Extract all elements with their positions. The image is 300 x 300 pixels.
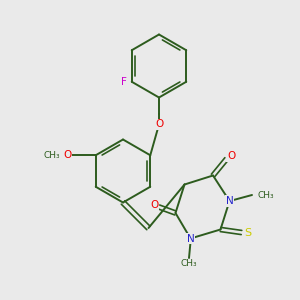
Text: O: O bbox=[63, 150, 71, 160]
Text: O: O bbox=[227, 151, 235, 161]
Text: S: S bbox=[244, 227, 252, 238]
Text: CH₃: CH₃ bbox=[257, 190, 274, 200]
Text: O: O bbox=[150, 200, 159, 211]
Text: N: N bbox=[226, 196, 233, 206]
Text: CH₃: CH₃ bbox=[44, 151, 61, 160]
Text: O: O bbox=[155, 119, 163, 130]
Text: N: N bbox=[187, 233, 194, 244]
Text: F: F bbox=[121, 77, 127, 87]
Text: CH₃: CH₃ bbox=[181, 260, 197, 268]
